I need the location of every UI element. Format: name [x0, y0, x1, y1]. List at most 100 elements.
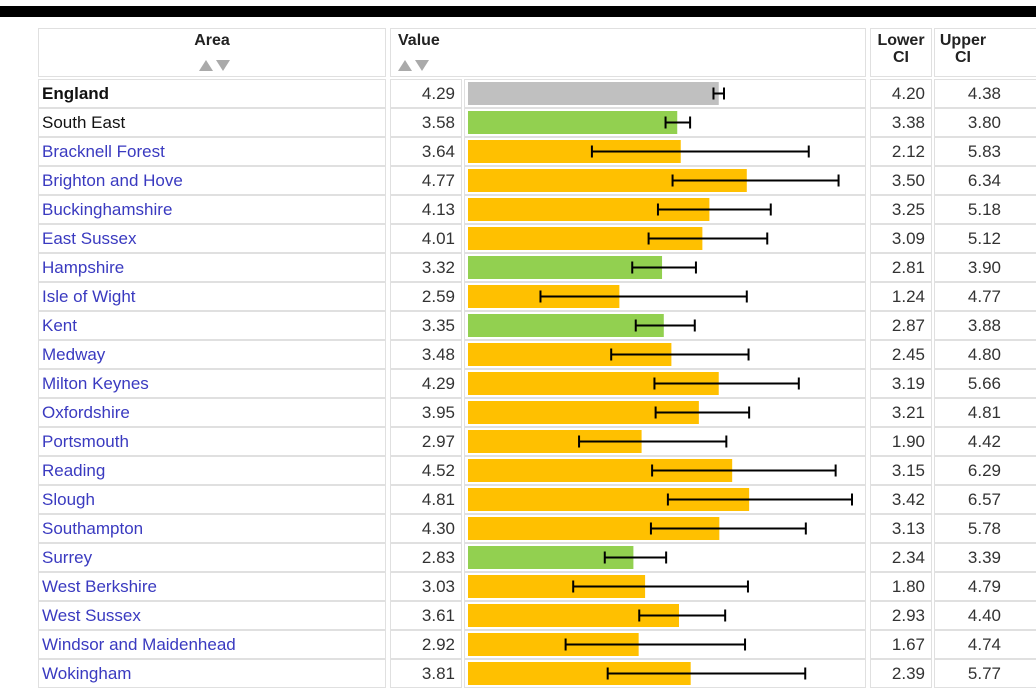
error-bar [603, 551, 668, 564]
area-name[interactable]: Milton Keynes [38, 369, 386, 398]
bar [468, 343, 672, 366]
area-name[interactable]: Kent [38, 311, 386, 340]
error-bar [572, 580, 749, 593]
value: 4.52 [390, 456, 462, 485]
area-name[interactable]: Medway [38, 340, 386, 369]
area-name[interactable]: Hampshire [38, 253, 386, 282]
lower-ci: 3.21 [870, 398, 932, 427]
bar [468, 372, 719, 395]
area-name[interactable]: Brighton and Hove [38, 166, 386, 195]
value: 2.59 [390, 282, 462, 311]
upper-ci: 3.88 [934, 311, 1036, 340]
lower-ci: 2.34 [870, 543, 932, 572]
value: 4.30 [390, 514, 462, 543]
lower-ci: 3.19 [870, 369, 932, 398]
bar [468, 430, 642, 453]
bar [468, 198, 710, 221]
upper-ci: 4.42 [934, 427, 1036, 456]
lower-ci: 3.15 [870, 456, 932, 485]
error-bar [564, 638, 747, 651]
error-bar [656, 203, 772, 216]
bar [468, 488, 750, 511]
top-rule [0, 6, 1036, 17]
lower-ci: 1.80 [870, 572, 932, 601]
lower-ci: 1.24 [870, 282, 932, 311]
lower-ci: 1.90 [870, 427, 932, 456]
lower-ci: 3.13 [870, 514, 932, 543]
area-name[interactable]: Isle of Wight [38, 282, 386, 311]
lower-ci: 3.42 [870, 485, 932, 514]
error-bar [712, 87, 725, 100]
lower-ci: 3.09 [870, 224, 932, 253]
error-bar [649, 522, 807, 535]
lower-ci: 2.81 [870, 253, 932, 282]
upper-ci: 6.34 [934, 166, 1036, 195]
error-bar [539, 290, 748, 303]
area-name[interactable]: Slough [38, 485, 386, 514]
upper-ci: 3.90 [934, 253, 1036, 282]
value: 4.29 [390, 369, 462, 398]
area-name[interactable]: East Sussex [38, 224, 386, 253]
sort-arrows[interactable] [199, 60, 429, 71]
area-name[interactable]: Bracknell Forest [38, 137, 386, 166]
area-name[interactable]: Reading [38, 456, 386, 485]
header-area-cell [38, 28, 386, 77]
value: 3.48 [390, 340, 462, 369]
area-name[interactable]: Portsmouth [38, 427, 386, 456]
lower-ci: 2.45 [870, 340, 932, 369]
error-bar [578, 435, 728, 448]
value: 3.61 [390, 601, 462, 630]
lower-ci: 2.93 [870, 601, 932, 630]
bar [468, 314, 664, 337]
upper-ci: 5.18 [934, 195, 1036, 224]
error-bar [638, 609, 727, 622]
bar [468, 227, 703, 250]
area-name[interactable]: Surrey [38, 543, 386, 572]
bar [468, 575, 646, 598]
bar [468, 604, 679, 627]
lower-ci: 4.20 [870, 79, 932, 108]
value: 3.95 [390, 398, 462, 427]
bar [468, 111, 678, 134]
error-bar [664, 116, 692, 129]
upper-ci: 5.66 [934, 369, 1036, 398]
value: 2.83 [390, 543, 462, 572]
upper-ci: 5.12 [934, 224, 1036, 253]
upper-ci: 6.57 [934, 485, 1036, 514]
value: 3.58 [390, 108, 462, 137]
upper-ci: 4.74 [934, 630, 1036, 659]
area-name[interactable]: Windsor and Maidenhead [38, 630, 386, 659]
area-name[interactable]: Oxfordshire [38, 398, 386, 427]
bar [468, 82, 719, 105]
error-bar [666, 493, 853, 506]
error-bar [654, 406, 751, 419]
error-bar [610, 348, 750, 361]
area-name[interactable]: West Berkshire [38, 572, 386, 601]
header-value: Value [398, 32, 440, 49]
lower-ci: 3.50 [870, 166, 932, 195]
upper-ci: 6.29 [934, 456, 1036, 485]
lower-ci: 3.25 [870, 195, 932, 224]
area-name[interactable]: Wokingham [38, 659, 386, 688]
error-bar [671, 174, 840, 187]
value: 3.03 [390, 572, 462, 601]
error-bar [631, 261, 697, 274]
upper-ci: 5.83 [934, 137, 1036, 166]
upper-ci: 4.40 [934, 601, 1036, 630]
lower-ci: 2.12 [870, 137, 932, 166]
error-bar [647, 232, 769, 245]
bar [468, 256, 663, 279]
bar [468, 459, 733, 482]
area-name[interactable]: Buckinghamshire [38, 195, 386, 224]
value: 4.29 [390, 79, 462, 108]
value: 3.32 [390, 253, 462, 282]
lower-ci: 2.39 [870, 659, 932, 688]
value: 4.77 [390, 166, 462, 195]
area-name[interactable]: West Sussex [38, 601, 386, 630]
area-name[interactable]: Southampton [38, 514, 386, 543]
value: 3.64 [390, 137, 462, 166]
value: 2.92 [390, 630, 462, 659]
bar [468, 517, 720, 540]
error-bar [634, 319, 696, 332]
